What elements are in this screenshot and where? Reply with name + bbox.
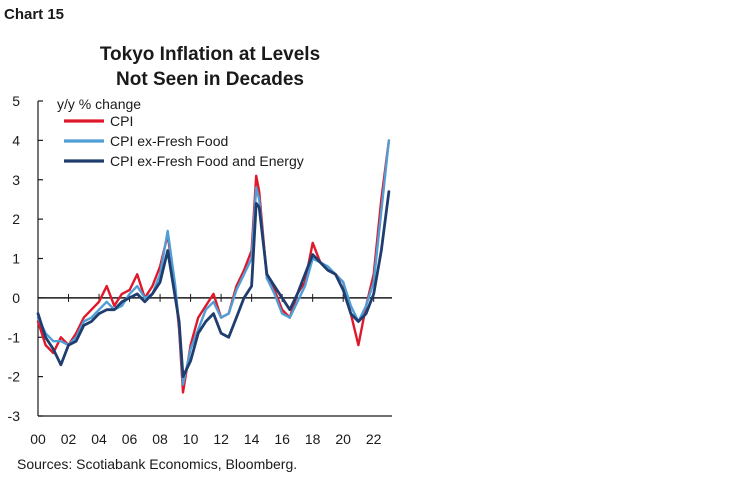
y-tick-label: -2 xyxy=(8,369,21,385)
legend-label: CPI ex-Fresh Food xyxy=(110,133,228,149)
x-tick-label: 12 xyxy=(213,431,229,447)
y-tick-label: 3 xyxy=(12,172,20,188)
y-tick-label: 2 xyxy=(12,211,20,227)
x-tick-label: 22 xyxy=(366,431,382,447)
x-tick-label: 10 xyxy=(183,431,199,447)
y-tick-label: 0 xyxy=(12,290,20,306)
x-tick-label: 02 xyxy=(61,431,77,447)
x-tick-label: 20 xyxy=(335,431,351,447)
legend-label: CPI xyxy=(110,113,133,129)
series-line-1 xyxy=(36,139,391,394)
chart-number: Chart 15 xyxy=(4,6,65,23)
x-tick-label: 14 xyxy=(244,431,260,447)
chart-title-line-2: Not Seen in Decades xyxy=(116,69,304,90)
legend: CPI CPI ex-Fresh Food CPI ex-Fresh Food an… xyxy=(64,113,304,169)
x-tick-label: 08 xyxy=(152,431,168,447)
y-tick-label: -3 xyxy=(8,408,21,424)
y-tick-label: 5 xyxy=(12,93,20,109)
y-axis-label: y/y % change xyxy=(57,96,141,112)
series-layer xyxy=(36,139,391,394)
chart-title-line-1: Tokyo Inflation at Levels xyxy=(99,44,321,65)
x-tick-label: 18 xyxy=(305,431,321,447)
chart-title: Tokyo Inflation at Levels Not Seen in De… xyxy=(60,42,360,92)
source-note: Sources: Scotiabank Economics, Bloomberg… xyxy=(17,456,298,472)
series-line-3 xyxy=(36,190,391,379)
y-tick-label: 4 xyxy=(12,132,20,148)
x-tick-label: 00 xyxy=(30,431,46,447)
y-tick-label: -1 xyxy=(8,329,21,345)
legend-label: CPI ex-Fresh Food and Energy xyxy=(110,153,304,169)
x-tick-label: 06 xyxy=(122,431,138,447)
x-tick-label: 16 xyxy=(274,431,290,447)
x-tick-label: 04 xyxy=(91,431,107,447)
y-tick-label: 1 xyxy=(12,251,20,267)
series-line-2 xyxy=(36,139,391,386)
